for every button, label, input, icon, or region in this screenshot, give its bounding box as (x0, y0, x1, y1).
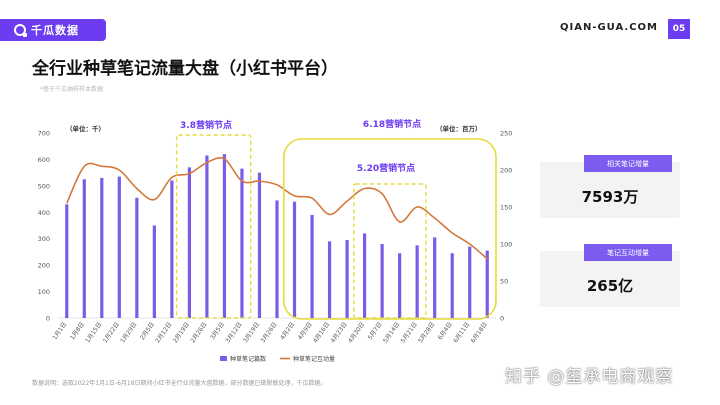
bar (327, 241, 332, 318)
y-left-tick-label: 600 (38, 156, 50, 164)
x-tick-label: 2月12日 (154, 321, 173, 344)
bar (152, 225, 156, 318)
bar (135, 197, 139, 318)
x-tick-label: 4月23日 (330, 321, 349, 344)
bar (310, 214, 314, 318)
legend-swatch-bar (220, 356, 227, 361)
bar (65, 204, 69, 318)
x-tick-label: 2月5日 (139, 321, 156, 341)
highlight-box-618 (282, 138, 497, 320)
highlight-box-520 (353, 183, 427, 319)
traffic-chart: 0 100 200 300 400 500 600 700 0 50 100 150 200 250 （单位… (38, 118, 513, 363)
page-number: 05 (668, 19, 690, 39)
annotation-label: 6.18营销节点 (363, 118, 421, 130)
x-tick-label: 2月26日 (189, 321, 208, 344)
x-tick-label: 6月18日 (470, 321, 489, 344)
x-tick-label: 3月26日 (259, 321, 278, 344)
legend-label: 种草笔记篇数 (230, 355, 266, 363)
watermark: 知乎 @玺承电商观察 (505, 367, 674, 387)
page-subtitle: *基于千瓜抽样样本数据 (40, 86, 104, 93)
bar (363, 233, 367, 318)
brand-logo: 千瓜数据 (0, 19, 106, 41)
y-right-tick-label: 100 (500, 241, 512, 249)
bar (170, 180, 174, 318)
x-tick-label: 4月16日 (312, 321, 331, 344)
stat-card-value: 7593万 (581, 188, 639, 206)
bar (240, 168, 244, 318)
left-unit-label: （单位：千） (66, 124, 105, 133)
y-right-tick-label: 200 (500, 167, 512, 175)
bar (100, 177, 104, 318)
x-tick-label: 1月8日 (69, 321, 86, 341)
bar (450, 253, 454, 318)
bar (292, 201, 297, 318)
x-tick-label: 5月7日 (367, 321, 384, 341)
x-tick-label: 2月19日 (172, 321, 191, 344)
y-left-tick-label: 100 (38, 288, 50, 296)
x-tick-label: 6月11日 (452, 321, 471, 344)
logo-icon (14, 24, 27, 37)
bar (222, 154, 227, 318)
bar (398, 253, 402, 318)
site-url: QIAN-GUA.COM (559, 22, 658, 33)
right-unit-label: （单位：百万） (436, 124, 482, 133)
bar (205, 155, 209, 318)
y-left-tick-label: 500 (38, 182, 50, 190)
x-tick-label: 3月5日 (209, 321, 226, 341)
y-right-tick-label: 250 (500, 130, 512, 138)
x-tick-label: 1月1日 (51, 321, 68, 341)
x-tick-label: 3月12日 (224, 321, 243, 344)
series-line-interactions (66, 157, 488, 260)
x-tick-label: 3月19日 (242, 321, 261, 344)
y-left-tick-label: 700 (38, 130, 50, 138)
x-tick-label: 4月30日 (347, 321, 366, 344)
y-left-tick-label: 400 (38, 209, 50, 217)
data-footnote: 数据说明：选取2022年1月1日-6月18日期间小红书全行业流量大盘数据，部分数… (32, 380, 327, 387)
x-tick-label: 5月14日 (382, 321, 401, 344)
x-tick-label: 4月9日 (297, 321, 314, 341)
stat-card-label: 笔记互动增量 (584, 244, 672, 261)
x-tick-label: 1月29日 (119, 321, 138, 344)
x-tick-label: 4月2日 (279, 321, 296, 341)
y-right-tick-label: 50 (500, 278, 508, 286)
x-tick-label: 6月4日 (437, 321, 454, 341)
bar (82, 179, 86, 318)
bar (415, 245, 419, 318)
bar (117, 176, 121, 318)
logo-text: 千瓜数据 (31, 24, 79, 37)
bar (433, 237, 437, 318)
y-right-tick-label: 150 (500, 204, 512, 212)
bar (380, 244, 384, 318)
y-left-tick-label: 0 (46, 315, 50, 323)
annotation-label: 3.8营销节点 (180, 119, 232, 131)
x-tick-label: 1月22日 (102, 321, 121, 344)
x-tick-label: 1月15日 (84, 321, 103, 344)
bar (468, 246, 472, 318)
annotation-label: 5.20营销节点 (357, 162, 415, 174)
x-tick-label: 5月21日 (400, 321, 419, 344)
bar (345, 240, 349, 318)
x-tick-label: 5月28日 (417, 321, 436, 344)
page-title: 全行业种草笔记流量大盘（小红书平台） (32, 59, 338, 79)
stat-card-notes: 相关笔记增量 7593万 (540, 155, 680, 218)
legend-label: 种草笔记互动量 (293, 355, 335, 363)
stat-card-label: 相关笔记增量 (584, 155, 672, 172)
stat-card-value: 265亿 (586, 277, 634, 295)
highlight-box-38 (175, 134, 252, 319)
y-left-tick-label: 200 (38, 262, 50, 270)
bar (275, 200, 279, 318)
y-right-tick-label: 0 (500, 315, 504, 323)
y-left-tick-label: 300 (38, 235, 50, 243)
stat-card-interactions: 笔记互动增量 265亿 (540, 244, 680, 307)
bar (485, 250, 489, 318)
bar (257, 172, 262, 318)
bar (187, 167, 191, 318)
